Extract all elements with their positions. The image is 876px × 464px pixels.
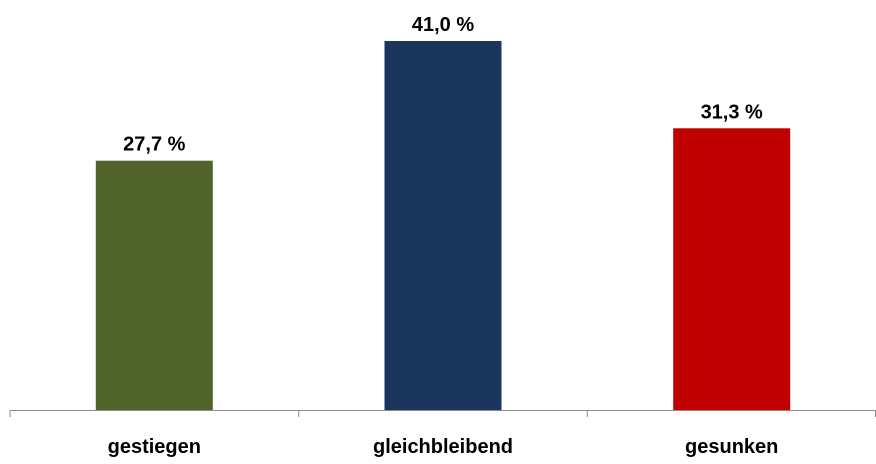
x-tick-label-gleichbleibend: gleichbleibend (373, 436, 513, 458)
bar-gleichbleibend (384, 41, 502, 410)
category-labels-layer: gestiegen gleichbleibend gesunken (108, 436, 779, 458)
data-label-gestiegen: 27,7 % (123, 134, 185, 156)
x-axis (9, 410, 876, 417)
x-tick-label-gestiegen: gestiegen (108, 436, 201, 458)
x-tick-label-gesunken: gesunken (685, 436, 778, 458)
data-label-gesunken: 31,3 % (701, 101, 763, 123)
bar-gesunken (673, 128, 791, 411)
value-labels-layer: 27,7 % 41,0 % 31,3 % (123, 14, 763, 156)
data-label-gleichbleibend: 41,0 % (412, 14, 474, 36)
bar-gestiegen (95, 160, 213, 410)
bars-layer (95, 41, 791, 411)
